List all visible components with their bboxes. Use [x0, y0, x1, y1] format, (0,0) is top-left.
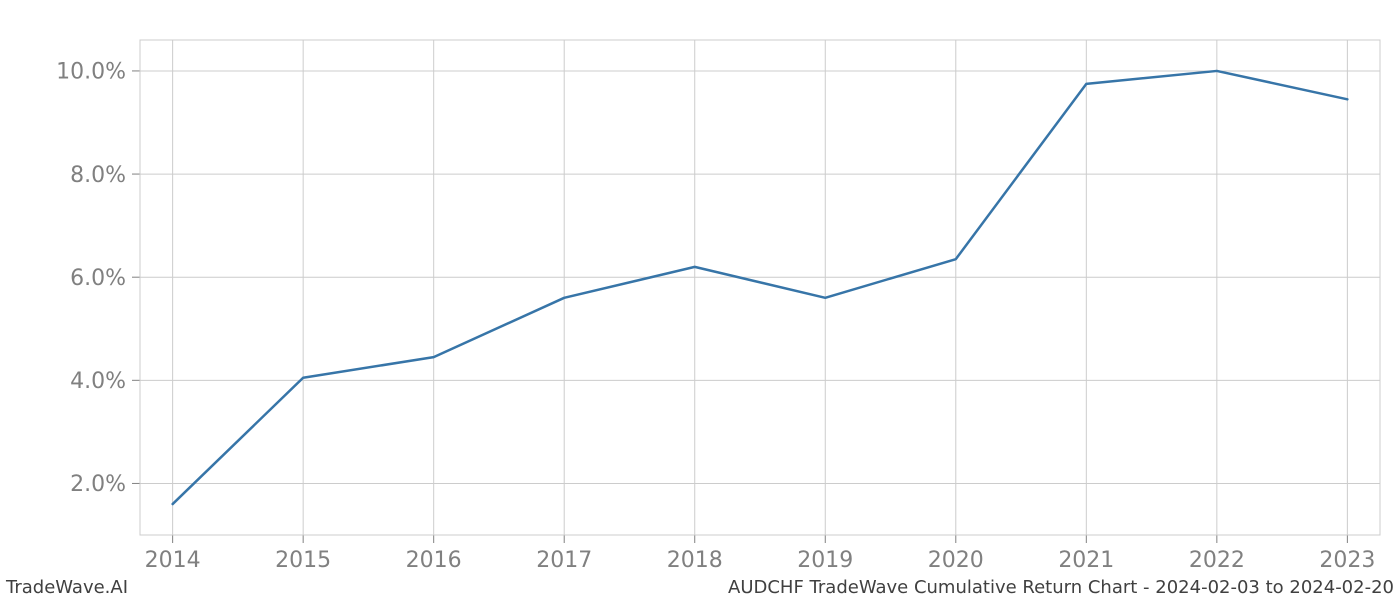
x-tick-label: 2017 [536, 548, 592, 573]
x-tick-label: 2014 [145, 548, 201, 573]
x-tick-label: 2023 [1319, 548, 1375, 573]
y-tick-label: 2.0% [70, 472, 126, 497]
x-tick-label: 2016 [406, 548, 462, 573]
chart-container: 2014 2015 2016 2017 2018 2019 2020 2021 2022 2023… [0, 0, 1400, 600]
x-tick-label: 2021 [1058, 548, 1114, 573]
x-tick-label: 2022 [1189, 548, 1245, 573]
y-tick-label: 8.0% [70, 163, 126, 188]
y-tick-label: 4.0% [70, 369, 126, 394]
footer-brand: TradeWave.AI [6, 577, 128, 598]
line-chart: 2014 2015 2016 2017 2018 2019 2020 2021 2022 2023… [0, 0, 1400, 600]
x-tick-label: 2020 [928, 548, 984, 573]
footer-caption: AUDCHF TradeWave Cumulative Return Chart… [728, 577, 1394, 598]
y-tick-label: 6.0% [70, 266, 126, 291]
y-tick-label: 10.0% [56, 60, 126, 85]
x-tick-label: 2019 [797, 548, 853, 573]
x-tick-label: 2018 [667, 548, 723, 573]
x-tick-label: 2015 [275, 548, 331, 573]
